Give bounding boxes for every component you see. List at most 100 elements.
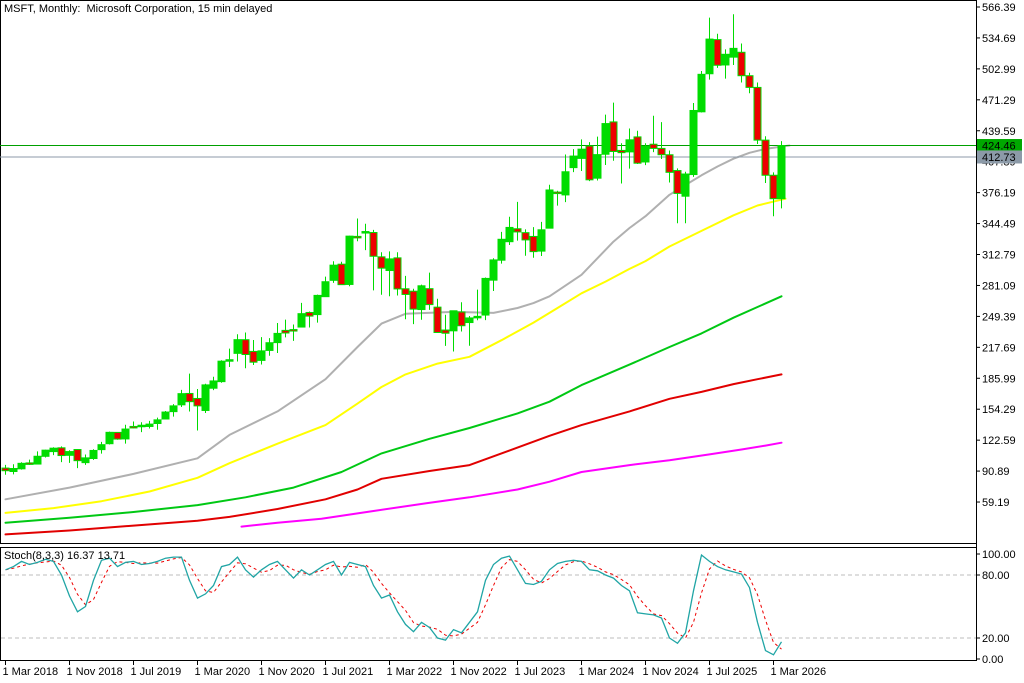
candle-body: [73, 449, 82, 462]
candle-body: [313, 294, 322, 316]
price-axis-label: 376.19: [982, 188, 1016, 200]
candle-body: [569, 155, 578, 169]
price-axis-label: 344.49: [982, 219, 1016, 231]
candle-body: [441, 329, 450, 334]
price-axis-label: 312.79: [982, 250, 1016, 262]
stoch-d-line: [5, 556, 782, 650]
main-pane[interactable]: [0, 0, 977, 544]
candle-body: [513, 228, 522, 233]
time-axis-label: 1 Jul 2023: [515, 666, 566, 678]
candle-body: [689, 109, 698, 176]
stoch-axis-label: 80.00: [982, 570, 1010, 582]
price-badge-value: 424.46: [982, 141, 1016, 153]
candle-body: [465, 317, 474, 324]
stoch-axis-label: 100.00: [982, 549, 1016, 561]
candle-body: [497, 238, 506, 261]
candle-body: [601, 123, 610, 155]
time-axis-label: 1 Mar 2018: [3, 666, 59, 678]
time-axis-label: 1 Nov 2020: [259, 666, 315, 678]
stoch-axis-label: 0.00: [982, 654, 1003, 666]
candle-body: [17, 462, 26, 470]
candle-body: [537, 229, 546, 252]
price-axis-label: 439.59: [982, 126, 1016, 138]
candle-body: [169, 405, 178, 413]
candle-body: [577, 148, 586, 159]
candle-body: [521, 232, 530, 241]
candle-body: [777, 145, 786, 200]
candle-body: [545, 189, 554, 229]
price-badge-ask-level: 424.46: [977, 139, 1022, 153]
price-axis-label: 249.39: [982, 311, 1016, 323]
candle-body: [657, 147, 666, 156]
candle-body: [649, 143, 658, 149]
candle-body: [401, 288, 410, 295]
candle-body: [745, 75, 754, 88]
candle-body: [249, 350, 258, 363]
candle-body: [665, 154, 674, 173]
candle-body: [529, 235, 538, 253]
stoch-k-line: [5, 553, 783, 656]
candle-body: [729, 47, 738, 58]
ma-gray: [4, 144, 791, 501]
candle-body: [641, 145, 650, 163]
price-axis-label: 217.69: [982, 342, 1016, 354]
candle-body: [489, 259, 498, 281]
candle-body: [393, 257, 402, 290]
candle-body: [385, 258, 394, 272]
candle-body: [305, 311, 314, 317]
price-axis-label: 534.69: [982, 33, 1016, 45]
candle-body: [241, 339, 250, 356]
candle-body: [81, 457, 90, 464]
time-axis-label: 1 Nov 2022: [451, 666, 507, 678]
price-axis-label: 502.99: [982, 64, 1016, 76]
stoch-pane[interactable]: [0, 547, 977, 661]
candle-body: [409, 290, 418, 310]
candle-body: [161, 411, 170, 420]
candle-body: [753, 86, 762, 141]
candle-body: [473, 315, 482, 319]
time-axis-label: 1 Jul 2019: [131, 666, 182, 678]
candle-body: [297, 313, 306, 328]
candle-body: [89, 449, 98, 460]
stoch-k-value: 16.37: [66, 550, 95, 562]
candle-body: [153, 419, 162, 424]
candle-body: [25, 462, 34, 465]
candle-body: [561, 171, 570, 196]
price-axis-label: 59.19: [982, 497, 1010, 509]
candle-body: [121, 428, 130, 440]
candle-body: [585, 145, 594, 181]
candle-body: [713, 39, 722, 66]
candle-body: [337, 263, 346, 286]
candle-body: [377, 256, 386, 269]
candle-body: [737, 51, 746, 77]
candle-body: [49, 447, 58, 453]
candle-body: [113, 431, 122, 440]
candle-body: [265, 342, 274, 351]
ma-magenta: [240, 441, 783, 528]
price-axis-label: 566.39: [982, 2, 1016, 14]
candle-body: [1, 467, 10, 472]
chart-title: MSFT, Monthly: Microsoft Corporation, 15…: [4, 3, 273, 15]
candle-body: [609, 121, 618, 152]
candle-body: [361, 231, 370, 234]
candle-body: [625, 139, 634, 153]
time-axis-label: 1 Nov 2024: [643, 666, 699, 678]
candle-body: [353, 235, 362, 239]
price-axis-label: 185.99: [982, 373, 1016, 385]
candle-body: [721, 53, 730, 66]
time-axis-label: 1 Mar 2026: [771, 666, 827, 678]
candle-body: [97, 444, 106, 451]
candle-body: [617, 149, 626, 154]
candle-body: [345, 235, 354, 285]
candle-body: [681, 173, 690, 197]
price-axis-label: 154.29: [982, 404, 1016, 416]
candle-body: [201, 384, 210, 411]
ma-red: [4, 373, 783, 536]
candle-body: [9, 468, 18, 472]
candle-body: [289, 329, 298, 332]
price-badge-gray-level: 412.73: [977, 150, 1022, 164]
candle-body: [129, 425, 138, 429]
candle-body: [193, 397, 202, 407]
candle-body: [697, 73, 706, 113]
